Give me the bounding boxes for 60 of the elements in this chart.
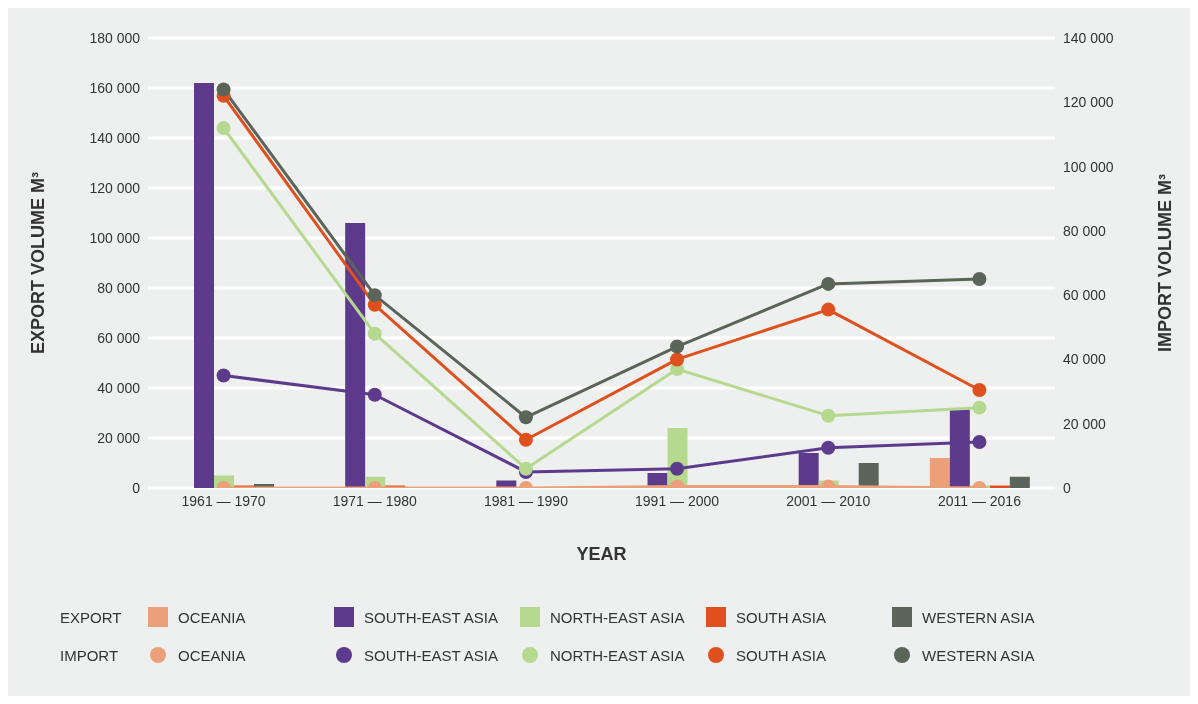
legend-label: NORTH-EAST ASIA: [550, 646, 685, 664]
point: [821, 276, 836, 291]
point: [972, 435, 987, 450]
y-tick-label: 100 000: [89, 229, 141, 246]
point: [670, 352, 685, 367]
y-tick-label: 20 000: [97, 429, 141, 446]
y-tick-label: 120 000: [89, 179, 141, 196]
y-tick-label: 40 000: [97, 379, 141, 396]
y2-axis-title: IMPORT VOLUME M³: [1155, 174, 1176, 352]
legend-label: SOUTH ASIA: [736, 646, 827, 664]
y-axis-title: EXPORT VOLUME M³: [28, 171, 49, 355]
y-tick-label: 80 000: [97, 279, 141, 296]
y2-tick-label: 40 000: [1063, 351, 1107, 368]
point: [367, 387, 382, 402]
x-tick-label: 1991 — 2000: [635, 492, 720, 509]
x-tick-label: 1971 — 1980: [332, 492, 417, 509]
y2-tick-label: 0: [1063, 479, 1071, 496]
x-tick-label: 1981 — 1990: [483, 492, 569, 509]
point: [821, 302, 836, 317]
point: [972, 272, 987, 287]
point: [821, 440, 836, 455]
bar: [194, 83, 214, 488]
point: [670, 339, 685, 354]
point: [972, 382, 987, 397]
y2-tick-label: 80 000: [1063, 222, 1107, 239]
y-tick-label: 0: [132, 479, 141, 496]
bar: [1009, 476, 1030, 488]
y-tick-label: 140 000: [89, 129, 141, 146]
y-tick-label: 60 000: [97, 329, 141, 346]
point: [670, 461, 685, 476]
x-tick-label: 2001 — 2010: [786, 492, 871, 509]
y2-tick-label: 20 000: [1063, 415, 1107, 432]
y2-tick-label: 100 000: [1063, 158, 1114, 175]
x-tick-label: 1961 — 1970: [181, 492, 266, 509]
point: [972, 400, 987, 415]
point: [216, 368, 231, 383]
legend-label: OCEANIA: [178, 608, 246, 626]
point: [821, 408, 836, 423]
text: EXPORT: [60, 608, 123, 626]
x-axis-title: YEAR: [576, 544, 627, 564]
point: [216, 82, 231, 97]
y2-tick-label: 140 000: [1063, 29, 1114, 46]
legend-label: WESTERN ASIA: [922, 646, 1035, 664]
x-tick-label: 2011 — 2016: [937, 492, 1022, 509]
point: [367, 326, 382, 341]
point: [518, 410, 533, 425]
y2-tick-label: 120 000: [1063, 94, 1114, 111]
legend-label: SOUTH-EAST ASIA: [364, 646, 498, 664]
legend-label: OCEANIA: [178, 646, 246, 664]
legend-label: NORTH-EAST ASIA: [550, 608, 685, 626]
legend-label: SOUTH ASIA: [736, 608, 827, 626]
y-tick-label: 180 000: [89, 29, 141, 46]
legend-label: SOUTH-EAST ASIA: [364, 608, 498, 626]
point: [518, 432, 533, 447]
y2-tick-label: 60 000: [1063, 287, 1107, 304]
legend-label: WESTERN ASIA: [922, 608, 1035, 626]
y-tick-label: 160 000: [89, 79, 141, 96]
text: IMPORT: [60, 646, 120, 664]
point: [367, 288, 382, 303]
point: [216, 121, 231, 135]
